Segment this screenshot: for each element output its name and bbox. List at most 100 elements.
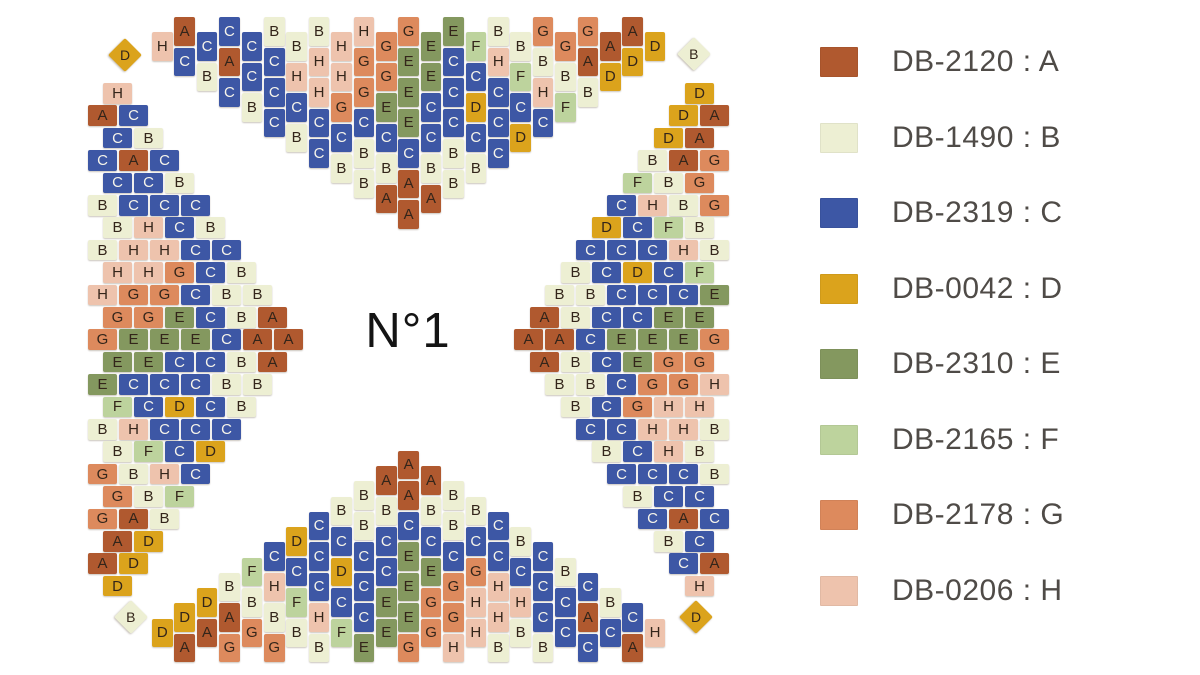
bead-top-13-5-b: B <box>420 154 442 183</box>
legend-label-g: DB-2178 : G <box>892 498 1065 531</box>
bead-right-4-2-a: A <box>669 150 698 171</box>
bead-top-20-2-a: A <box>577 47 599 76</box>
bead-top-6-3-c: C <box>264 78 285 107</box>
bead-left-7-3-c: C <box>165 217 194 238</box>
bead-top-8-1-b: B <box>308 17 330 46</box>
bead-bottom-6-1-c: C <box>264 542 285 571</box>
legend-row-h: DB-0206 : H <box>820 573 1063 607</box>
bead-top-20-3-b: B <box>577 78 599 107</box>
bead-right-12-2-a: A <box>545 329 574 350</box>
bead-left-17-3-c: C <box>165 441 194 462</box>
bead-bottom-18-3-c: C <box>532 603 554 632</box>
bead-right-13-2-b: B <box>561 351 590 373</box>
bead-top-6-1-b: B <box>264 17 285 46</box>
bead-right-18-4-b: B <box>700 463 729 485</box>
bead-top-18-4-c: C <box>532 108 554 137</box>
bead-left-12-1-g: G <box>88 329 117 350</box>
bead-left-6-4-c: C <box>181 195 210 216</box>
bead-right-15-4-h: H <box>654 396 683 418</box>
bead-left-14-6-b: B <box>243 374 272 395</box>
bead-bottom-5-3-g: G <box>241 618 263 647</box>
legend-label-h: DB-0206 : H <box>892 573 1063 607</box>
bead-top-17-1-b: B <box>510 32 531 61</box>
bead-top-12-1-g: G <box>398 17 419 46</box>
legend-row-d: DB-0042 : D <box>820 272 1063 305</box>
corner-diamond-bottom-left: B <box>114 600 148 634</box>
bead-bottom-11-4-c: C <box>376 557 397 586</box>
bead-right-12-3-c: C <box>576 329 605 350</box>
bead-left-21-1-a: A <box>103 531 132 552</box>
bead-bottom-11-5-e: E <box>376 588 397 617</box>
bead-top-17-3-c: C <box>510 93 531 122</box>
bead-bottom-13-4-e: E <box>420 557 442 586</box>
bead-top-18-1-g: G <box>532 17 554 46</box>
bead-right-21-2-c: C <box>685 531 714 552</box>
bead-right-2-2-a: A <box>700 105 729 126</box>
bead-left-14-5-b: B <box>212 374 241 395</box>
bead-left-15-5-b: B <box>227 396 256 418</box>
bead-left-18-2-b: B <box>119 463 148 485</box>
bead-left-12-2-e: E <box>119 329 148 350</box>
bead-right-15-2-c: C <box>592 396 621 418</box>
bead-right-19-1-b: B <box>623 486 652 507</box>
bead-bottom-3-2-a: A <box>196 618 218 647</box>
bead-bottom-15-5-h: H <box>465 618 487 647</box>
legend-row-c: DB-2319 : C <box>820 196 1063 229</box>
bead-bottom-18-1-c: C <box>532 542 554 571</box>
bead-top-11-4-c: C <box>376 123 397 152</box>
bead-left-19-3-f: F <box>165 486 194 507</box>
bead-right-14-4-g: G <box>638 374 667 395</box>
bead-left-13-1-e: E <box>103 351 132 373</box>
bead-right-10-6-e: E <box>700 284 729 306</box>
bead-right-4-1-b: B <box>638 150 667 171</box>
bead-left-11-4-c: C <box>196 307 225 328</box>
bead-bottom-6-4-g: G <box>264 633 285 662</box>
bead-right-11-4-c: C <box>623 307 652 328</box>
bead-bottom-12-7-g: G <box>398 633 419 662</box>
bead-right-6-2-h: H <box>638 195 667 216</box>
bead-bottom-17-4-b: B <box>510 618 531 647</box>
bead-right-13-5-g: G <box>654 351 683 373</box>
legend-label-a: DB-2120 : A <box>892 45 1060 78</box>
bead-top-3-1-c: C <box>196 32 218 61</box>
bead-left-15-4-c: C <box>196 396 225 418</box>
bead-top-5-3-b: B <box>241 93 263 122</box>
bead-bottom-2-2-a: A <box>174 633 195 662</box>
bead-left-12-5-c: C <box>212 329 241 350</box>
bead-top-10-3-g: G <box>353 78 375 107</box>
bead-top-4-2-a: A <box>219 47 240 76</box>
bead-top-6-2-c: C <box>264 47 285 76</box>
bead-right-20-1-c: C <box>638 508 667 530</box>
bead-right-10-3-c: C <box>607 284 636 306</box>
bead-top-20-1-g: G <box>577 17 599 46</box>
bead-right-10-5-c: C <box>669 284 698 306</box>
bead-top-15-1-f: F <box>465 32 487 61</box>
bead-top-16-3-c: C <box>488 78 509 107</box>
bead-left-8-2-h: H <box>119 239 148 261</box>
legend-swatch-c <box>820 198 858 228</box>
bead-bottom-15-1-b: B <box>465 496 487 525</box>
bead-right-1-1-d: D <box>685 83 714 104</box>
bead-left-14-3-c: C <box>150 374 179 395</box>
bead-left-6-3-c: C <box>150 195 179 216</box>
bead-top-23-1-d: D <box>644 32 666 61</box>
bead-bottom-8-5-b: B <box>308 633 330 662</box>
bead-bottom-4-2-a: A <box>219 603 240 632</box>
bead-top-18-3-h: H <box>532 78 554 107</box>
bead-top-10-6-b: B <box>353 169 375 198</box>
bead-right-14-3-c: C <box>607 374 636 395</box>
bead-right-17-1-b: B <box>592 441 621 462</box>
bead-left-22-1-a: A <box>88 553 117 574</box>
bead-left-4-1-c: C <box>88 150 117 171</box>
legend-swatch-a <box>820 47 858 77</box>
bead-bottom-8-2-c: C <box>308 542 330 571</box>
bead-right-20-2-a: A <box>669 508 698 530</box>
bead-left-19-1-g: G <box>103 486 132 507</box>
bead-left-1-1-h: H <box>103 83 132 104</box>
bead-bottom-2-1-d: D <box>174 603 195 632</box>
bead-right-11-6-e: E <box>685 307 714 328</box>
bead-bottom-12-2-a: A <box>398 481 419 510</box>
bead-left-6-2-c: C <box>119 195 148 216</box>
bead-right-20-3-c: C <box>700 508 729 530</box>
